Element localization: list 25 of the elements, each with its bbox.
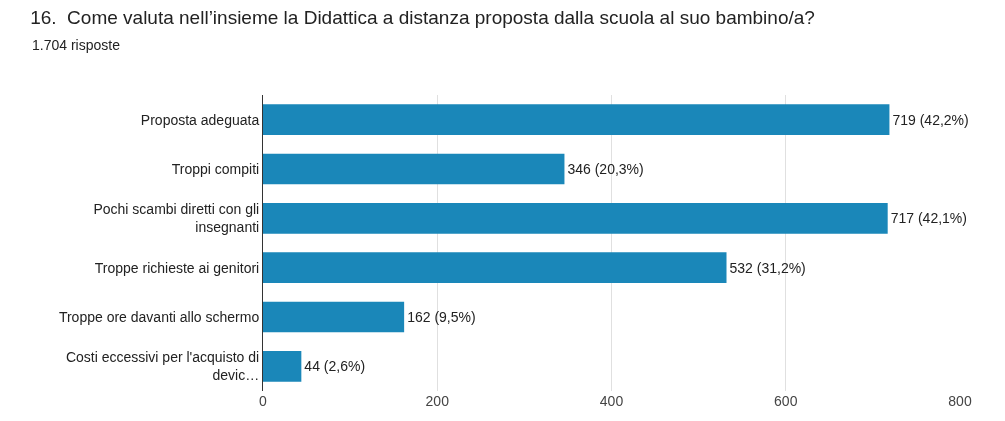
data-label: 532 (31,2%) [729, 259, 806, 276]
bar [263, 351, 302, 382]
bar [263, 252, 727, 283]
x-tick-label: 200 [425, 393, 450, 409]
data-label: 717 (42,1%) [890, 210, 967, 227]
text: 1.704 risposte [32, 37, 121, 53]
data-label: 346 (20,3%) [567, 161, 644, 177]
y-tick-label: Costi eccessivi per l'acquisto di devic… [65, 349, 260, 384]
bar [263, 104, 890, 135]
y-tick-label: Troppi compiti [171, 160, 260, 177]
bar [263, 153, 565, 185]
data-label: 162 (9,5%) [407, 309, 476, 325]
bar [263, 203, 888, 234]
data-label: 719 (42,2%) [892, 111, 969, 128]
y-tick-label: Troppe ore davanti allo schermo [58, 308, 260, 325]
y-tick-label: Troppe richieste ai genitori [94, 259, 260, 276]
y-tick-label: Proposta adeguata [140, 111, 260, 128]
x-tick-label: 0 [259, 393, 268, 409]
data-label: 44 (2,6%) [304, 358, 366, 375]
x-tick-label: 800 [948, 393, 972, 409]
x-tick-label: 400 [599, 393, 624, 409]
x-tick-label: 600 [774, 393, 798, 409]
bar [263, 301, 405, 333]
y-tick-label: Pochi scambi diretti con gli insegnanti [93, 201, 260, 236]
chart-title: 16. Come valuta nell’insieme la Didattica a distanza proposta dalla scuola al suo bambino/a? [30, 6, 815, 28]
